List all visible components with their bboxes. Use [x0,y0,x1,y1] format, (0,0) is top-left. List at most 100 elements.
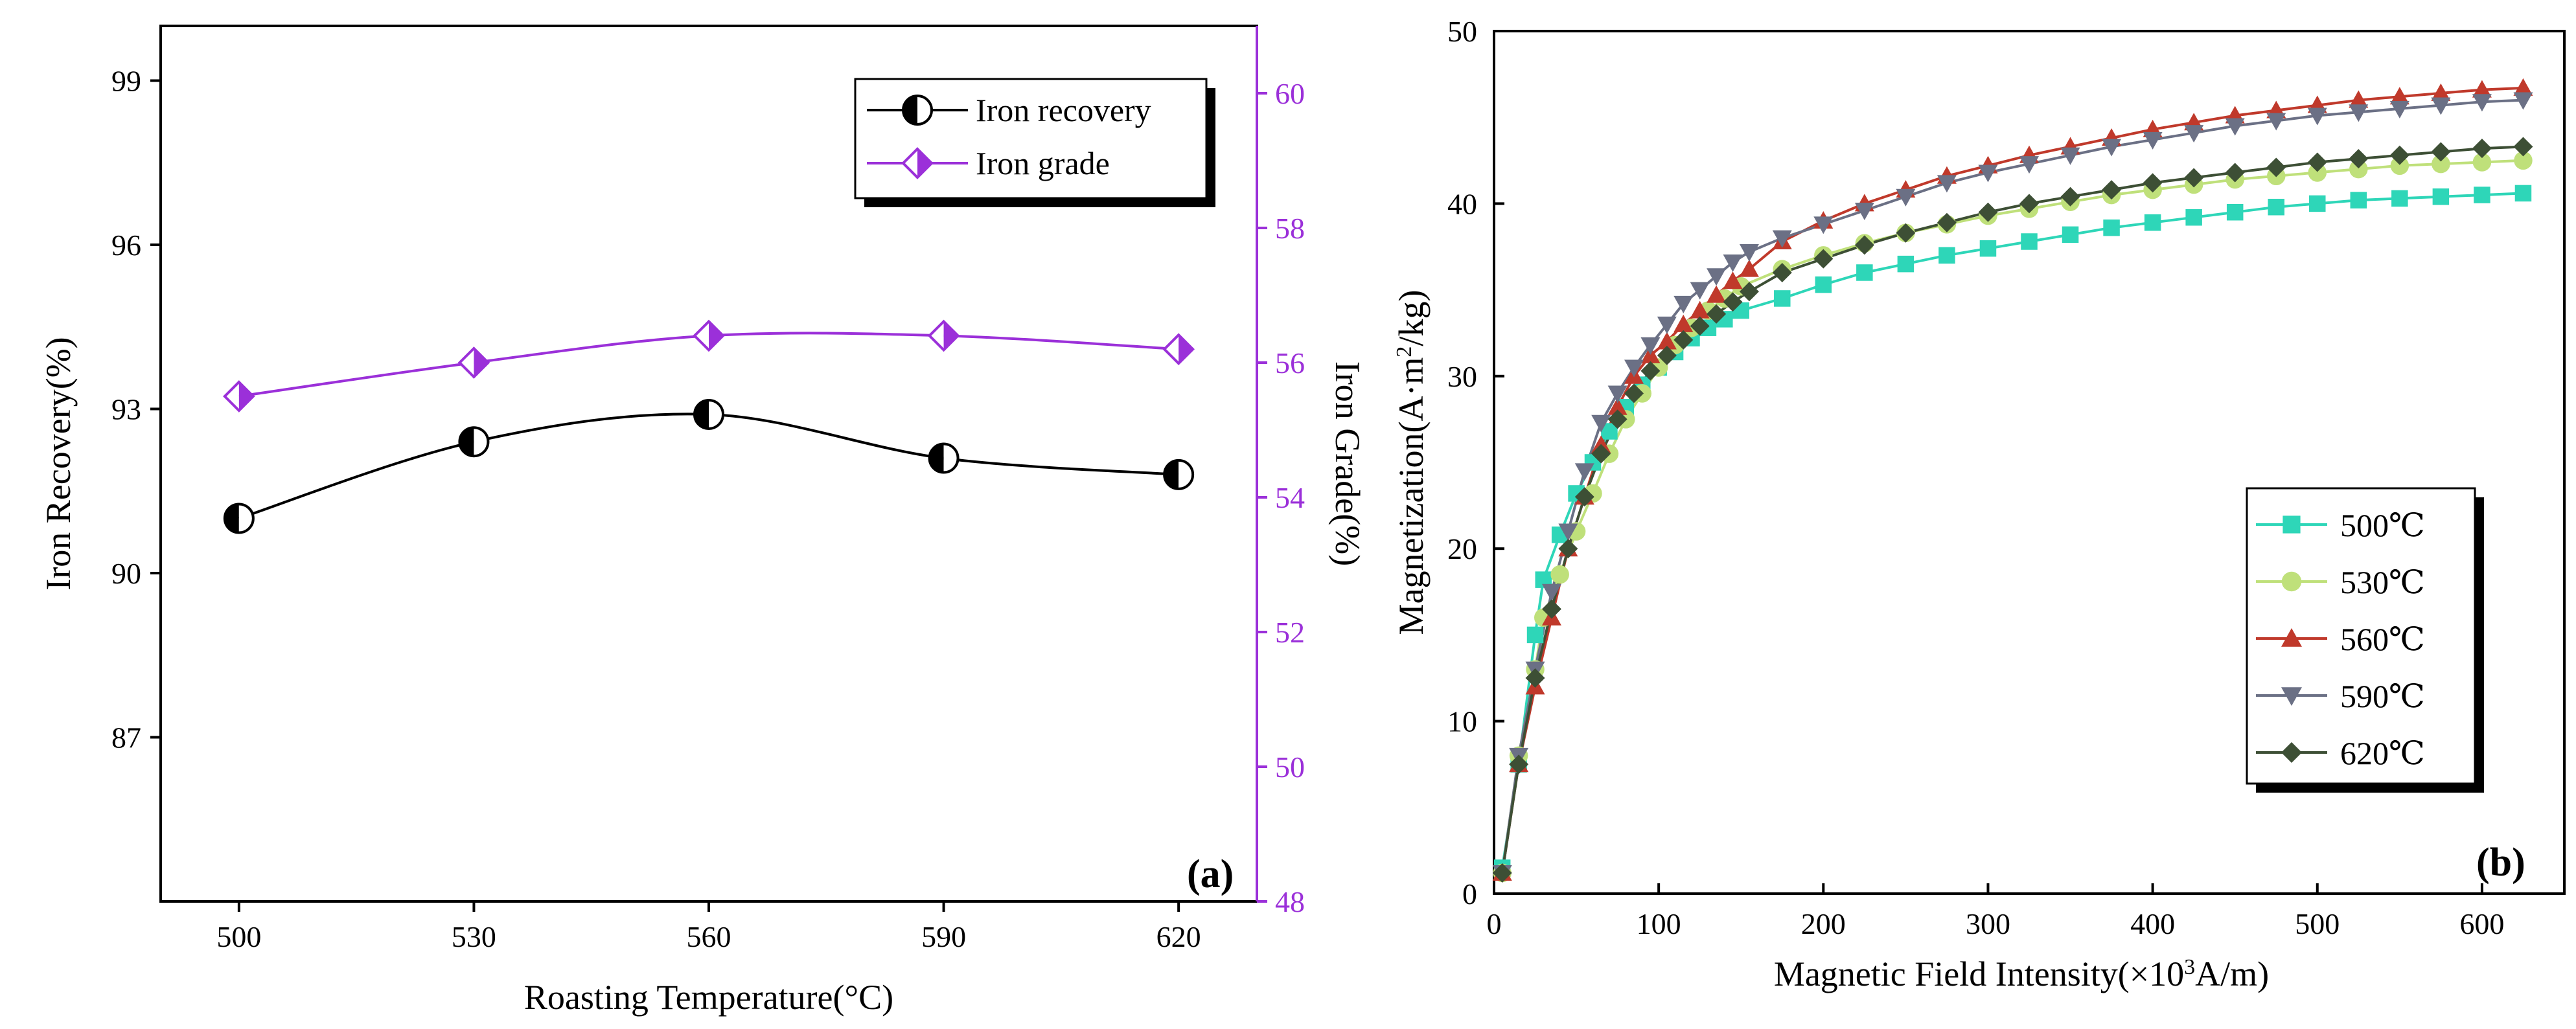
point-620-250 [1896,223,1916,243]
point-590-525 [2349,104,2369,122]
x-tick-label-530: 530 [452,920,496,953]
legend-item-560: 560℃ [2256,621,2425,657]
point-iron-recovery-500-right-half [238,504,253,533]
point-530-550 [2390,156,2409,175]
point-iron-recovery-620-left-half [1164,460,1179,489]
point-iron-grade-620-outline [1162,333,1195,366]
point-iron-recovery-620-outline [1163,458,1195,490]
point-500-225 [1856,264,1873,281]
legend-symbol-iron-recovery-outline [902,95,933,126]
point-500-600 [2474,187,2490,203]
point-590-35 [1541,583,1561,602]
legend-symbol-560 [2281,628,2302,647]
point-590-135 [1707,268,1727,286]
point-iron-grade-590-right-half [943,321,958,350]
legend-symbol-iron-grade-outline [901,147,934,179]
point-530-525 [2349,159,2368,179]
point-620-325 [2019,194,2039,214]
panel-b-legend-box [2246,487,2476,785]
legend-label-500: 500℃ [2340,507,2425,543]
y-tick-label-99: 99 [111,65,141,98]
point-500-550 [2391,190,2408,207]
point-620-225 [1854,235,1874,255]
panel-a-chart: 500 530 560 590 620 87 90 93 96 99 48 50 52 54 56 58 6… [39,25,1367,1017]
panel-b-x-title-part1: Magnetic Field Intensity(×10 [1774,955,2184,993]
b-y-tick-label-10: 10 [1447,705,1477,738]
b-x-tick-label-100: 100 [1637,907,1681,940]
point-iron-grade-500-outline [223,380,255,413]
point-500-375 [2103,219,2120,236]
y2-tick-label-48: 48 [1275,885,1305,918]
y-tick-label-96: 96 [111,229,141,262]
point-590-350 [2060,147,2080,165]
legend-marker-iron-grade [901,147,934,179]
point-590-575 [2431,97,2451,115]
point-560-115 [1673,314,1694,332]
point-iron-grade-560 [693,319,725,352]
point-iron-grade-560-left-half [695,321,709,350]
point-590-115 [1673,295,1694,313]
point-620-550 [2389,145,2409,165]
legend-symbol-iron-recovery-right-half [917,96,932,124]
point-iron-recovery-590-outline [928,442,960,474]
point-iron-grade-500-left-half [224,382,239,411]
legend-item-530: 530℃ [2256,564,2425,600]
point-iron-recovery-590-left-half [929,444,944,473]
point-iron-recovery-560-right-half [709,400,724,429]
b-x-tick-label-400: 400 [2130,907,2175,940]
point-590-105 [1657,316,1677,334]
point-620-55 [1574,487,1594,507]
panel-b-y-title-part1: Magnetization(A·m [1392,357,1431,635]
point-500-25 [1526,626,1544,644]
point-620-575 [2431,142,2451,162]
y2-tick-label-50: 50 [1275,751,1305,784]
point-590-95 [1640,337,1661,355]
legend-symbol-590 [2281,687,2302,706]
legend-symbol-iron-recovery [902,95,933,126]
point-590-250 [1896,188,1916,207]
point-590-625 [2513,92,2533,110]
point-iron-recovery-530-left-half [459,427,474,457]
y-tick-label-90: 90 [111,557,141,590]
panel-b-plot-frame [1493,30,2566,895]
point-620-35 [1541,599,1561,619]
point-iron-recovery-620 [1163,458,1195,490]
point-620-375 [2102,180,2122,200]
point-iron-recovery-530-right-half [474,427,489,457]
point-iron-recovery-500 [223,503,255,534]
point-iron-recovery-500-left-half [224,504,239,533]
point-500-575 [2432,188,2450,205]
point-500-275 [1938,247,1955,264]
panel-a-x-ticks: 500 530 560 590 620 [216,901,1201,953]
legend-label-iron-recovery: Iron recovery [976,92,1151,128]
point-iron-recovery-560 [693,398,724,430]
legend-label-620: 620℃ [2340,735,2425,771]
point-590-65 [1591,414,1611,433]
point-iron-grade-530-left-half [459,348,474,377]
point-iron-grade-530 [457,346,490,379]
b-x-tick-label-500: 500 [2295,907,2340,940]
panel-a-y2-axis-title: Iron Grade(%) [1328,361,1367,566]
b-y-tick-label-0: 0 [1462,877,1477,910]
legend-label-iron-grade: Iron grade [976,145,1110,181]
point-620-400 [2143,173,2163,193]
legend-symbol-iron-grade [901,147,934,179]
point-620-600 [2472,139,2492,159]
point-iron-grade-620-right-half [1179,335,1193,364]
point-590-125 [1690,282,1710,300]
legend-label-560: 560℃ [2340,621,2425,657]
point-620-15 [1509,754,1529,775]
panel-b-series-markers [1492,78,2533,883]
legend-item-590: 590℃ [2256,678,2425,714]
panel-a-label: (a) [1187,852,1234,896]
point-590-475 [2266,113,2286,131]
x-tick-label-620: 620 [1156,920,1201,953]
b-y-tick-label-50: 50 [1447,15,1477,48]
point-iron-recovery-530 [458,426,490,458]
panel-b-x-title-superscript: 3 [2184,955,2195,979]
legend-symbol-iron-grade-right-half [917,149,932,177]
point-iron-grade-500-right-half [238,382,253,411]
panel-b-legend-items: 500℃ 530℃ 560℃ 590℃ 620℃ [2256,507,2425,771]
panel-b-legend: 500℃ 530℃ 560℃ 590℃ 620℃ [2246,487,2484,793]
